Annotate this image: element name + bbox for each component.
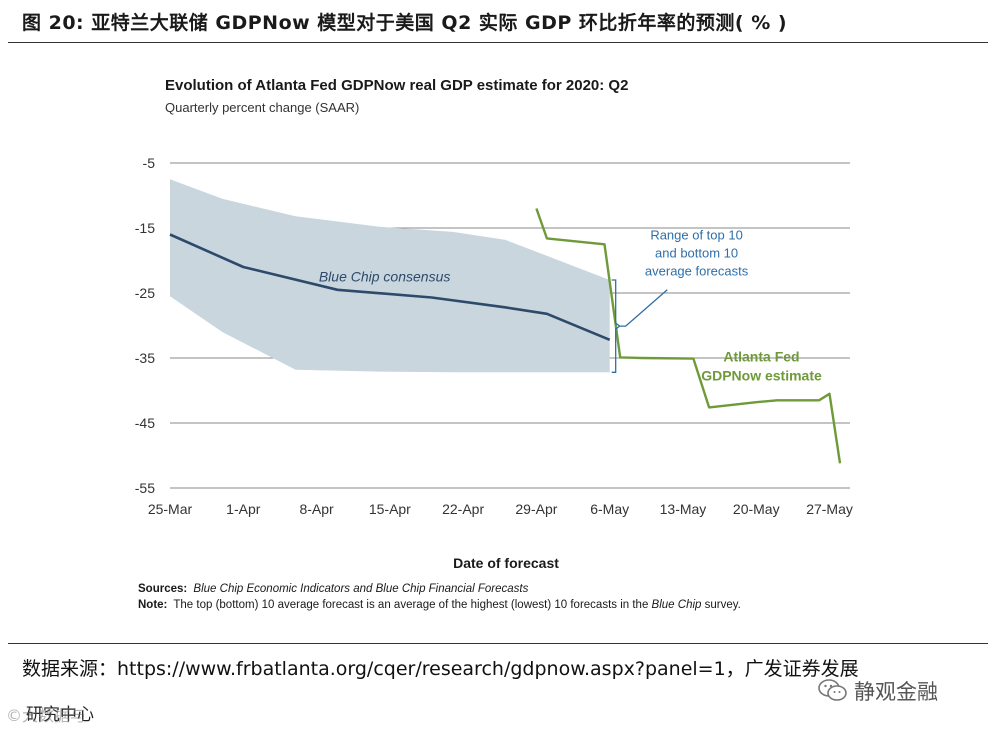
x-tick-label: 22-Apr — [442, 501, 484, 517]
band-range-label: Range of top 10 — [650, 228, 743, 243]
watermark-right-text: 静观金融 — [854, 680, 938, 704]
x-tick-label: 25-Mar — [148, 501, 193, 517]
annotation-layer: Blue Chip consensus Atlanta Fed GDPNow est… — [319, 228, 822, 384]
x-tick-labels: 25-Mar 1-Apr 8-Apr 15-Apr 22-Apr 29-Apr 6-May 1… — [148, 501, 853, 517]
x-tick-label: 20-May — [733, 501, 780, 517]
forecast-range-band — [170, 179, 610, 373]
chart-title: Evolution of Atlanta Fed GDPNow real GDP… — [165, 77, 628, 94]
sources-text: Blue Chip Economic Indicators and Blue C… — [193, 583, 528, 595]
blue-chip-consensus-line — [169, 233, 611, 342]
x-tick-label: 27-May — [806, 501, 853, 517]
gdpnow-estimate-label: GDPNow estimate — [701, 367, 822, 383]
watermark-left: ©大数据与 — [6, 706, 87, 725]
gdpnow-estimate-label: Atlanta Fed — [723, 348, 799, 364]
bottom-rule — [8, 643, 988, 644]
sources-label: Sources: — [138, 583, 187, 595]
chart-subtitle: Quarterly percent change (SAAR) — [165, 100, 359, 115]
y-tick-label: -55 — [135, 480, 155, 496]
band-range-label: and bottom 10 — [655, 246, 738, 261]
figure-title: 图 20: 亚特兰大联储 GDPNow 模型对于美国 Q2 实际 GDP 环比折… — [22, 12, 788, 34]
x-tick-label: 29-Apr — [515, 501, 557, 517]
y-tick-label: -15 — [135, 220, 155, 236]
watermark-right: 静观金融 — [818, 676, 938, 706]
x-tick-label: 8-Apr — [299, 501, 334, 517]
note-text-2: survey. — [705, 599, 741, 611]
x-tick-label: 6-May — [590, 501, 629, 517]
note-text-italic: Blue Chip — [652, 599, 702, 611]
x-tick-label: 13-May — [660, 501, 707, 517]
top-rule — [8, 42, 988, 43]
x-tick-label: 1-Apr — [226, 501, 261, 517]
note-label: Note: — [138, 599, 167, 611]
wechat-icon — [818, 678, 848, 704]
x-tick-label: 15-Apr — [369, 501, 411, 517]
series-layer — [169, 208, 842, 464]
note-text-1: The top (bottom) 10 average forecast is … — [173, 599, 651, 611]
y-tick-labels: -5 -15 -25 -35 -45 -55 — [135, 155, 155, 496]
y-tick-label: -5 — [143, 155, 156, 171]
forecast-range-band-layer — [170, 179, 610, 373]
y-tick-label: -45 — [135, 415, 155, 431]
source-line: 数据来源：https://www.frbatlanta.org/cqer/res… — [22, 658, 859, 680]
footnote: Note: The top (bottom) 10 average foreca… — [138, 599, 741, 611]
gdpnow-estimate-line — [535, 208, 842, 464]
x-axis-label: Date of forecast — [453, 555, 559, 571]
sources-note: Sources: Blue Chip Economic Indicators a… — [138, 583, 529, 595]
y-tick-label: -35 — [135, 350, 155, 366]
chart: Evolution of Atlanta Fed GDPNow real GDP… — [135, 77, 853, 611]
y-tick-label: -25 — [135, 285, 155, 301]
blue-chip-consensus-label: Blue Chip consensus — [319, 268, 451, 284]
source-line-continued: 研究中心 — [26, 705, 94, 725]
band-range-label: average forecasts — [645, 264, 749, 279]
range-leader-line — [619, 289, 668, 327]
